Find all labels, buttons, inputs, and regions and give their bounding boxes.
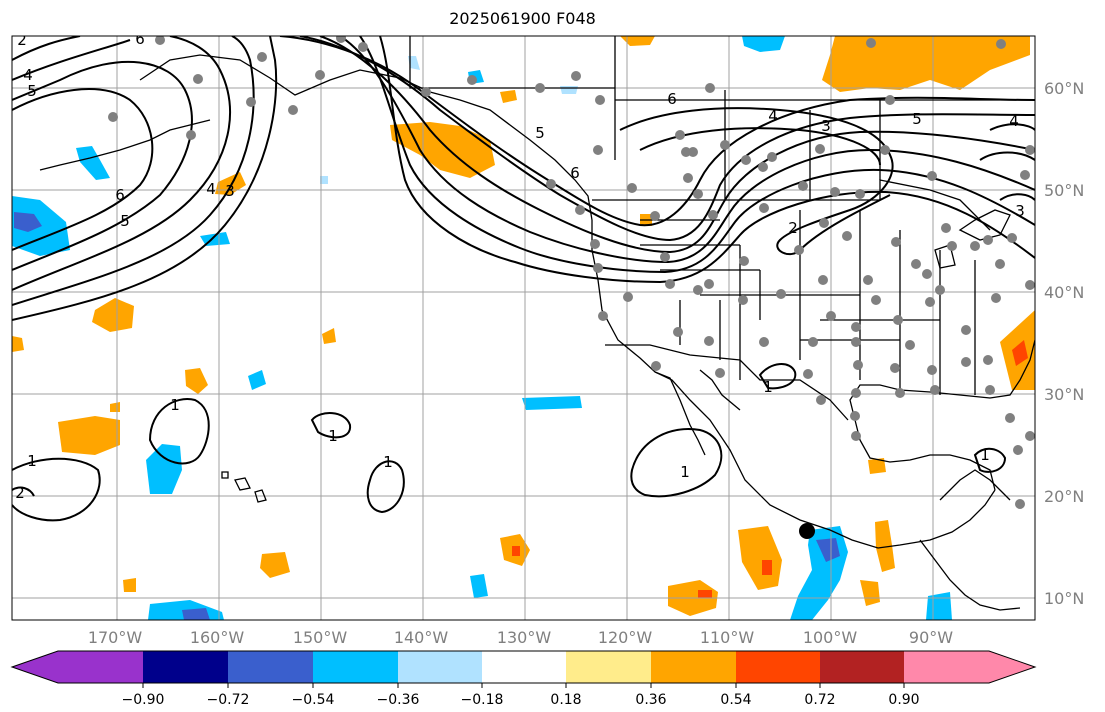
lon-label: 170°W <box>88 628 143 647</box>
colorbar-segment <box>398 651 482 683</box>
colorbar-segment <box>58 651 143 683</box>
colorbar-segment <box>736 651 820 683</box>
contour-label: 1 <box>328 427 338 445</box>
colorbar-tick-label: −0.36 <box>377 692 420 708</box>
lat-label: 40°N <box>1044 283 1084 302</box>
lon-label: 90°W <box>909 628 953 647</box>
lon-label: 100°W <box>803 628 858 647</box>
lon-label: 160°W <box>190 628 245 647</box>
contour-label: 4 <box>206 180 216 198</box>
contour-label: 3 <box>1015 202 1025 220</box>
colorbar-segment <box>566 651 651 683</box>
contour-label: 5 <box>912 110 922 128</box>
contour-label: 2 <box>15 484 25 502</box>
anomaly-shading <box>12 36 1035 620</box>
contour-label: 6 <box>115 186 125 204</box>
contour-label: 5 <box>535 124 545 142</box>
lon-label: 120°W <box>598 628 653 647</box>
colorbar: −0.90 −0.72 −0.54 −0.36 −0.18 0.18 0.36 … <box>10 650 1037 708</box>
colorbar-segment <box>482 651 566 683</box>
colorbar-tick-label: −0.90 <box>122 692 165 708</box>
map-background <box>12 36 1035 620</box>
contour-label: 2 <box>17 31 27 49</box>
contour-label: 6 <box>667 90 677 108</box>
colorbar-extend-high <box>989 651 1035 683</box>
colorbar-tick-label: 0.18 <box>550 692 581 708</box>
colorbar-segment <box>143 651 228 683</box>
map-frame <box>11 35 1036 621</box>
contour-label: 6 <box>570 164 580 182</box>
colorbar-segment <box>820 651 904 683</box>
contour-label: 1 <box>680 463 690 481</box>
lon-label: 150°W <box>293 628 348 647</box>
lon-label: 130°W <box>497 628 552 647</box>
lat-label: 30°N <box>1044 385 1084 404</box>
colorbar-extend-low <box>12 651 58 683</box>
colorbar-tick-label: 0.54 <box>720 692 751 708</box>
contour-label: 4 <box>1009 112 1019 130</box>
colorbar-outline <box>10 650 1037 684</box>
lon-label: 110°W <box>700 628 755 647</box>
colorbar-segment <box>904 651 989 683</box>
location-marker <box>799 523 815 539</box>
map-title: 2025061900 F048 <box>449 9 596 28</box>
contour-label: 1 <box>27 452 37 470</box>
contour-label: 5 <box>27 82 37 100</box>
contour-label: 3 <box>821 117 831 135</box>
contour-label: 1 <box>170 396 180 414</box>
colorbar-segment <box>228 651 313 683</box>
contour-label: 5 <box>120 212 130 230</box>
contour-label: 1 <box>980 446 990 464</box>
colorbar-segment <box>313 651 398 683</box>
contour-label: 3 <box>225 182 235 200</box>
colorbar-segment <box>651 651 736 683</box>
colorbar-tick-label: −0.54 <box>292 692 335 708</box>
colorbar-tick-label: 0.36 <box>635 692 666 708</box>
colorbar-tick-label: −0.72 <box>207 692 250 708</box>
station-markers <box>108 36 1035 509</box>
lon-label: 140°W <box>394 628 449 647</box>
contour-label: 4 <box>23 66 33 84</box>
contour-label: 1 <box>383 453 393 471</box>
colorbar-tick-label: 0.72 <box>804 692 835 708</box>
contour-label: 2 <box>788 219 798 237</box>
contour-label: 1 <box>763 378 773 396</box>
lat-label: 60°N <box>1044 79 1084 98</box>
lat-label: 10°N <box>1044 589 1084 608</box>
contour-label: 6 <box>135 30 145 48</box>
contour-label: 4 <box>768 107 778 125</box>
lat-label: 20°N <box>1044 487 1084 506</box>
colorbar-tick-label: −0.18 <box>461 692 504 708</box>
colorbar-tick-label: 0.90 <box>888 692 919 708</box>
lat-label: 50°N <box>1044 181 1084 200</box>
